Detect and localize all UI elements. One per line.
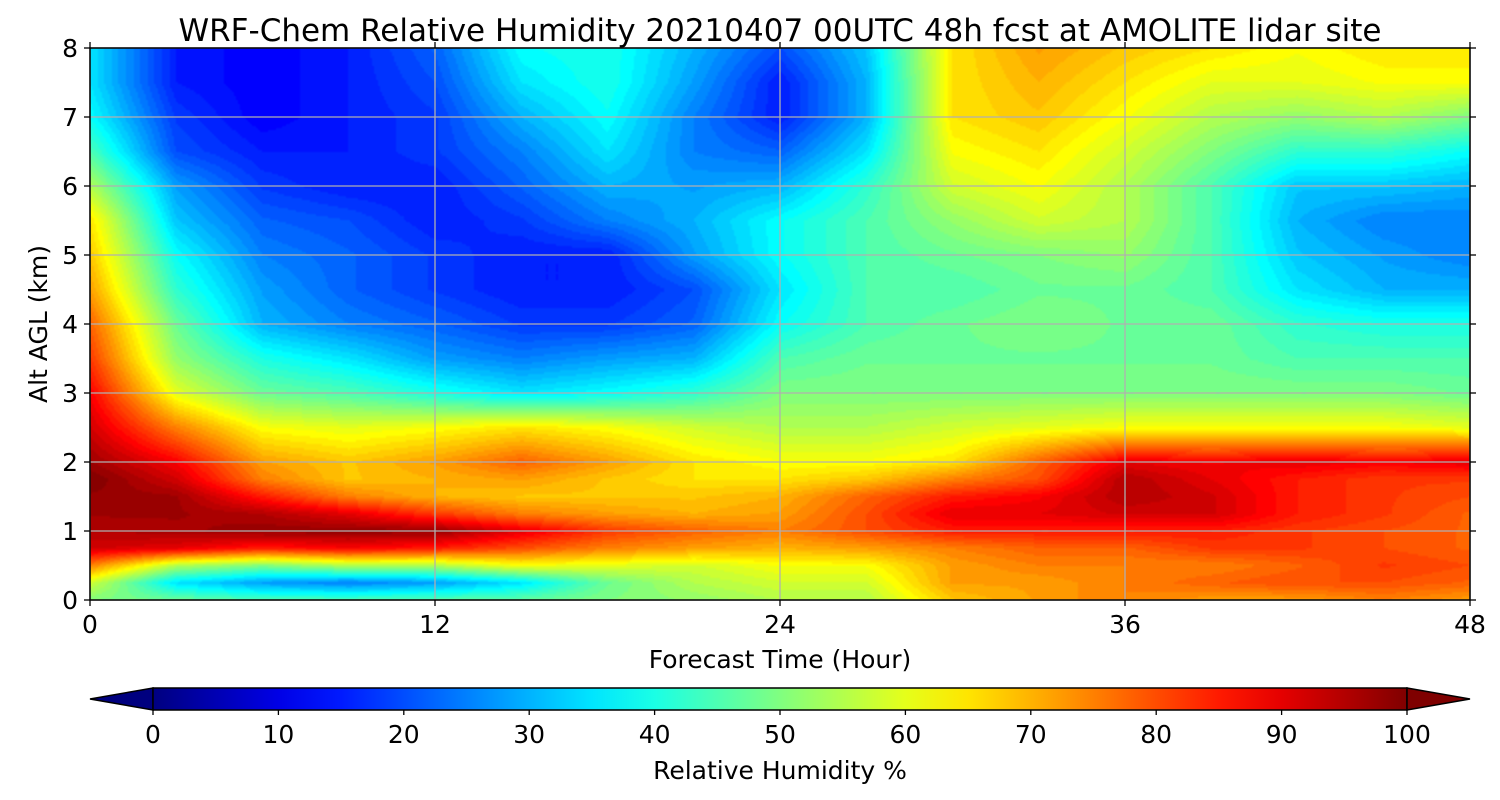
colorbar: 0 10 20 30 40 50 60 70 80 90 100 Relative Humidity…: [89, 687, 1471, 785]
colorbar-tick-label: 20: [388, 720, 420, 749]
y-tick-label: 4: [62, 310, 78, 339]
y-tick-label: 8: [62, 34, 78, 63]
colorbar-label: Relative Humidity %: [653, 756, 907, 785]
colorbar-tick-label: 70: [1015, 720, 1047, 749]
colorbar-ticks: 0 10 20 30 40 50 60 70 80 90 100: [145, 710, 1431, 749]
y-axis: 0 1 2 3 4 5 6 7 8: [62, 34, 1476, 615]
colorbar-low-extension: [89, 687, 154, 711]
x-tick-label: 12: [419, 610, 451, 639]
x-axis: 0 12 24 36 48: [82, 42, 1486, 639]
x-tick-label: 48: [1454, 610, 1486, 639]
y-tick-label: 3: [62, 379, 78, 408]
colorbar-tick-label: 10: [262, 720, 294, 749]
y-tick-label: 1: [62, 517, 78, 546]
colorbar-tick-label: 60: [889, 720, 921, 749]
colorbar-high-extension: [1406, 687, 1471, 711]
colorbar-tick-label: 80: [1140, 720, 1172, 749]
colorbar-tick-label: 50: [764, 720, 796, 749]
x-tick-label: 36: [1109, 610, 1141, 639]
x-axis-label: Forecast Time (Hour): [649, 645, 912, 674]
colorbar-scale: [152, 687, 1408, 711]
y-tick-label: 0: [62, 586, 78, 615]
colorbar-tick-label: 30: [513, 720, 545, 749]
y-tick-label: 5: [62, 241, 78, 270]
y-axis-label: Alt AGL (km): [24, 245, 53, 403]
y-tick-label: 2: [62, 448, 78, 477]
y-tick-label: 6: [62, 172, 78, 201]
colorbar-tick-label: 90: [1266, 720, 1298, 749]
colorbar-tick-label: 100: [1383, 720, 1431, 749]
y-tick-label: 7: [62, 103, 78, 132]
colorbar-tick-label: 0: [145, 720, 161, 749]
colorbar-tick-label: 40: [639, 720, 671, 749]
x-tick-label: 24: [764, 610, 796, 639]
x-tick-label: 0: [82, 610, 98, 639]
